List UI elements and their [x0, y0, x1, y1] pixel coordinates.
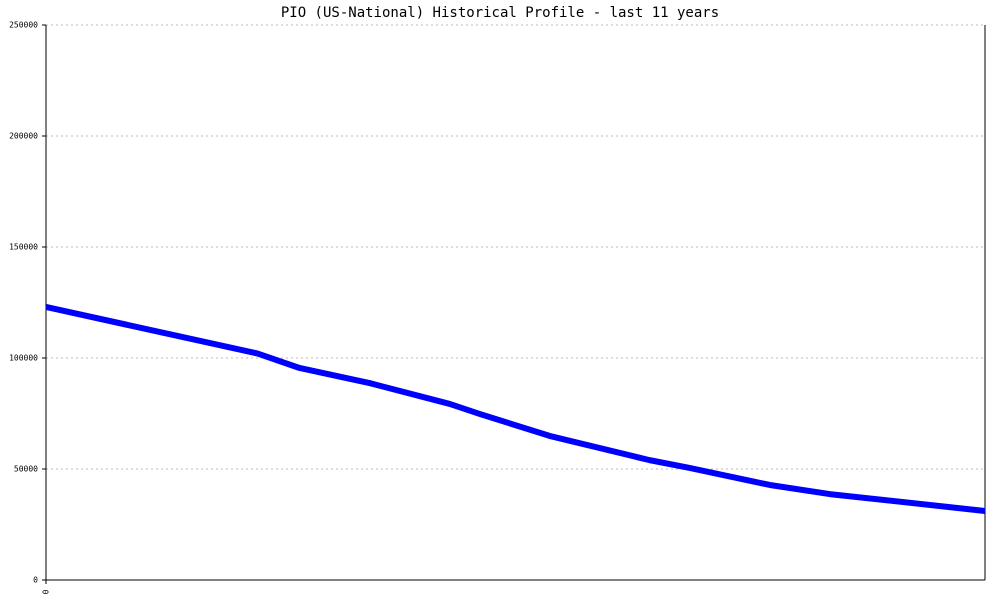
data-line — [45, 304, 986, 514]
y-tick-label: 100000 — [9, 354, 38, 363]
y-tick-label: 0 — [33, 576, 38, 585]
y-tick-label: 200000 — [9, 132, 38, 141]
y-tick-label: 150000 — [9, 243, 38, 252]
x-tick-label: 0 — [42, 589, 51, 594]
y-tick-label: 50000 — [14, 465, 38, 474]
y-tick-label: 250000 — [9, 21, 38, 30]
chart-title: PIO (US-National) Historical Profile - l… — [281, 5, 719, 21]
